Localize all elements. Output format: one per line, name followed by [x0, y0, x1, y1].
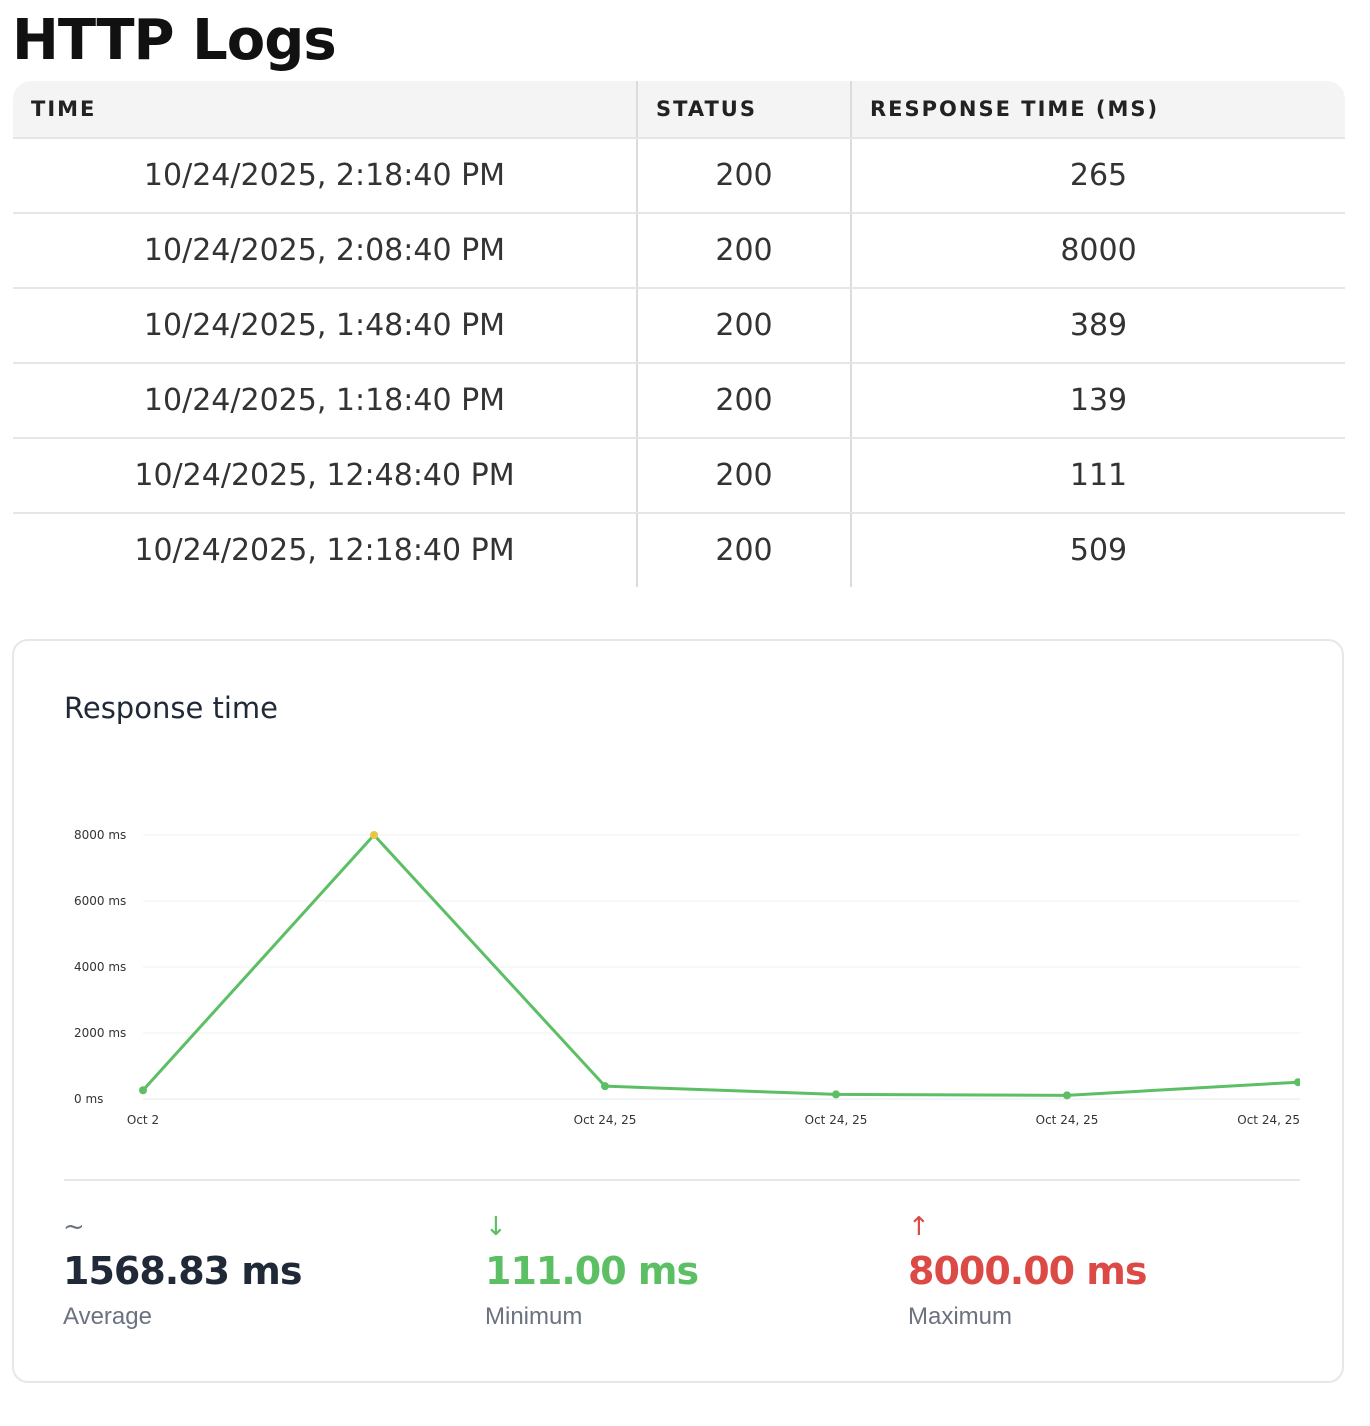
cell-time: 10/24/2025, 2:18:40 PM: [13, 138, 637, 214]
average-label: Average: [63, 1303, 152, 1330]
table-row: 10/24/2025, 12:18:40 PM 200 509: [13, 513, 1345, 587]
plot-area: [139, 831, 1302, 1100]
data-point[interactable]: [139, 1086, 147, 1095]
data-point[interactable]: [1063, 1091, 1071, 1100]
cell-time: 10/24/2025, 1:48:40 PM: [13, 288, 637, 364]
minimum-value: 111.00 ms: [485, 1249, 699, 1293]
logs-table-container: TIME STATUS RESPONSE TIME (MS) 10/24/202…: [13, 81, 1345, 587]
arrow-up-icon: ↑: [908, 1212, 930, 1242]
y-tick-label: 4000 ms: [74, 960, 126, 974]
card-title: Response time: [64, 691, 279, 725]
table-row: 10/24/2025, 12:48:40 PM 200 111: [13, 438, 1345, 514]
column-header-time: TIME: [13, 81, 637, 139]
cell-status: 200: [636, 138, 851, 214]
column-header-status: STATUS: [636, 81, 851, 139]
y-tick-label: 6000 ms: [74, 894, 126, 908]
stat-average: ~ 1568.83 ms Average: [63, 1209, 463, 1331]
tilde-icon: ~: [63, 1212, 85, 1242]
series-line: [141, 833, 1299, 1097]
cell-status: 200: [636, 513, 851, 587]
cell-response-time: 389: [850, 288, 1345, 364]
column-header-response-time: RESPONSE TIME (MS): [850, 81, 1345, 139]
x-tick-label: Oct 24, 25: [1036, 1113, 1099, 1127]
y-tick-label: 2000 ms: [74, 1026, 126, 1040]
cell-response-time: 111: [850, 438, 1345, 514]
cell-time: 10/24/2025, 12:48:40 PM: [13, 438, 637, 514]
table-row: 10/24/2025, 2:08:40 PM 200 8000: [13, 213, 1345, 289]
data-point[interactable]: [601, 1082, 609, 1091]
x-tick-label: Oct 2: [127, 1113, 159, 1127]
average-value: 1568.83 ms: [63, 1249, 303, 1293]
cell-status: 200: [636, 363, 851, 439]
table-row: 10/24/2025, 1:18:40 PM 200 139: [13, 363, 1345, 439]
x-tick-label: Oct 24, 25: [805, 1113, 868, 1127]
divider: [64, 1179, 1300, 1181]
y-tick-label: 8000 ms: [74, 828, 126, 842]
y-tick-label: 0 ms: [74, 1092, 103, 1106]
stat-minimum: ↓ 111.00 ms Minimum: [485, 1209, 885, 1331]
maximum-label: Maximum: [908, 1303, 1013, 1330]
table-row: 10/24/2025, 1:48:40 PM 200 389: [13, 288, 1345, 364]
response-time-chart: 0 ms 2000 ms 4000 ms 6000 ms 8000 ms Oct 24, …: [74, 828, 1302, 1127]
cell-status: 200: [636, 288, 851, 364]
logs-table: TIME STATUS RESPONSE TIME (MS) 10/24/202…: [13, 81, 1345, 587]
data-point[interactable]: [1294, 1078, 1302, 1087]
cell-status: 200: [636, 438, 851, 514]
data-point[interactable]: [832, 1090, 840, 1099]
cell-response-time: 8000: [850, 213, 1345, 289]
x-tick-label: Oct 24, 25: [574, 1113, 637, 1127]
cell-response-time: 139: [850, 363, 1345, 439]
data-point[interactable]: [370, 831, 378, 839]
response-time-card: Response time 0 ms 2000 ms 4000 ms 6000 ms 8…: [12, 639, 1344, 1383]
minimum-label: Minimum: [485, 1303, 583, 1330]
table-header-row: TIME STATUS RESPONSE TIME (MS): [13, 81, 1345, 139]
cell-response-time: 509: [850, 513, 1345, 587]
stat-maximum: ↑ 8000.00 ms Maximum: [908, 1209, 1308, 1331]
maximum-value: 8000.00 ms: [908, 1249, 1148, 1293]
cell-time: 10/24/2025, 12:18:40 PM: [134, 533, 515, 568]
cell-time: 10/24/2025, 2:08:40 PM: [13, 213, 637, 289]
x-tick-label: Oct 24, 25: [1237, 1113, 1300, 1127]
cell-time: 10/24/2025, 1:18:40 PM: [13, 363, 637, 439]
page-title: HTTP Logs: [12, 8, 337, 73]
arrow-down-icon: ↓: [485, 1212, 507, 1242]
cell-status: 200: [636, 213, 851, 289]
table-row: 10/24/2025, 2:18:40 PM 200 265: [13, 138, 1345, 214]
cell-response-time: 265: [850, 138, 1345, 214]
